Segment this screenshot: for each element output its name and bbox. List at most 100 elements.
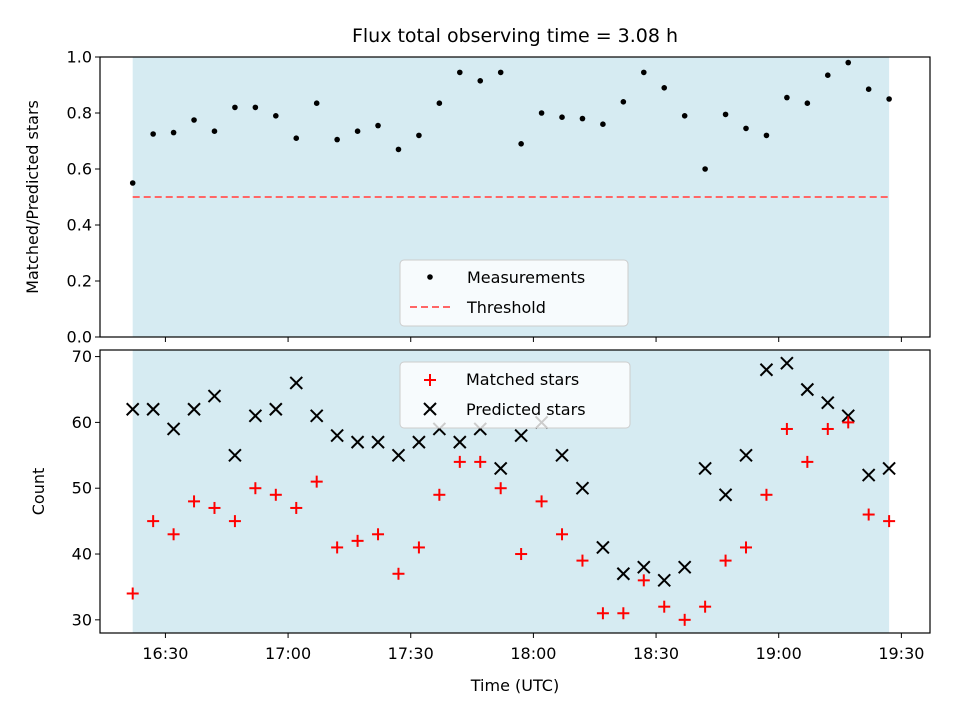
- measurement-point: [845, 59, 852, 66]
- predicted-star-point: [371, 435, 385, 449]
- legend-matched-marker: [424, 374, 436, 386]
- predicted-star-point: [228, 448, 242, 463]
- measurement-point: [824, 72, 831, 78]
- measurement-point: [661, 85, 668, 91]
- matched-star-point: [556, 528, 569, 541]
- measurement-point: [477, 78, 484, 84]
- predicted-star-point: [126, 402, 140, 416]
- y-tick-label: 0.8: [67, 104, 92, 123]
- matched-star-point: [269, 488, 282, 501]
- measurement-point: [375, 122, 381, 129]
- predicted-star-point: [207, 389, 222, 403]
- legend-matched-label: Matched stars: [466, 370, 579, 389]
- measurement-point: [538, 110, 545, 116]
- predicted-star-point: [575, 481, 590, 495]
- matched-star-point: [494, 482, 507, 495]
- predicted-star-point: [289, 376, 303, 390]
- measurement-point: [784, 94, 790, 101]
- y-tick-label: 1.0: [67, 48, 92, 67]
- matched-star-point: [167, 528, 180, 541]
- y-tick-label: 70: [72, 347, 92, 366]
- bottom-x-ticks: 16:30 17:00 17:30 18:00 18:30 19:00 19:30: [142, 633, 924, 663]
- measurement-point: [334, 136, 340, 143]
- matched-star-point: [842, 416, 855, 429]
- bottom-legend: Matched stars Predicted stars: [399, 361, 631, 429]
- top-legend: Measurements Threshold: [399, 259, 629, 327]
- matched-star-point: [126, 587, 139, 600]
- y-tick-label: 0.6: [67, 160, 92, 179]
- measurement-point: [354, 128, 361, 134]
- predicted-star-point: [330, 428, 344, 443]
- matched-star-point: [453, 455, 466, 468]
- measurement-point: [313, 100, 320, 106]
- matched-star-point: [637, 574, 650, 587]
- measurement-point: [518, 141, 524, 147]
- measurement-point: [395, 146, 402, 153]
- matched-star-point: [392, 567, 405, 580]
- measurement-point: [129, 180, 136, 186]
- predicted-star-point: [269, 402, 283, 416]
- chart-title: Flux total observing time = 3.08 h: [352, 25, 678, 47]
- matched-star-point: [310, 475, 323, 488]
- matched-star-point: [515, 548, 528, 561]
- predicted-star-point: [677, 560, 692, 574]
- matched-star-point: [678, 613, 691, 626]
- matched-star-point: [658, 600, 671, 613]
- x-tick-label: 17:00: [265, 644, 311, 663]
- measurement-point: [620, 99, 627, 105]
- top-axes-frame: [99, 56, 931, 338]
- predicted-star-point: [391, 448, 406, 463]
- bottom-panel: 30 40 50 60 70 16:30 17:00 17:30 18:00 18:30 19:0…: [29, 347, 931, 695]
- predicted-star-point: [248, 409, 263, 423]
- matched-star-point: [249, 482, 262, 495]
- top-legend-box: [399, 259, 629, 327]
- y-tick-label: 40: [72, 545, 92, 564]
- predicted-star-point: [596, 540, 610, 555]
- measurement-point: [497, 69, 504, 76]
- top-y-ticks: 0.0 0.2 0.4 0.6 0.8 1.0: [67, 48, 100, 347]
- predicted-star-point: [493, 461, 508, 476]
- top-panel: 0.0 0.2 0.4 0.6 0.8 1.0 Matched/Predicted sta…: [23, 48, 931, 347]
- measurement-point: [436, 100, 443, 106]
- measurement-point: [804, 100, 811, 106]
- measurement-point: [600, 121, 606, 127]
- measurement-point: [150, 131, 156, 137]
- measurement-point: [886, 96, 892, 102]
- x-tick-label: 18:00: [510, 644, 556, 663]
- predicted-star-point: [780, 356, 794, 370]
- predicted-star-point: [616, 567, 631, 581]
- matched-star-point: [576, 554, 589, 567]
- y-tick-label: 0.4: [67, 216, 92, 235]
- bottom-y-ticks: 30 40 50 60 70: [72, 347, 100, 629]
- measurement-point: [702, 166, 708, 172]
- matched-star-point: [780, 422, 793, 435]
- y-tick-label: 0.2: [67, 272, 92, 291]
- x-tick-label: 19:30: [878, 644, 924, 663]
- matched-star-point: [351, 534, 364, 547]
- predicted-star-point: [637, 560, 651, 574]
- y-tick-label: 30: [72, 610, 92, 629]
- matched-star-point: [821, 422, 834, 435]
- bottom-y-axis-label: Count: [29, 468, 48, 516]
- bottom-axes-frame: [99, 349, 931, 634]
- legend-measurements-marker: [427, 274, 433, 280]
- measurement-point: [865, 86, 872, 92]
- predicted-star-point: [718, 488, 733, 502]
- measurement-point: [416, 132, 422, 139]
- count-points: [126, 356, 896, 626]
- predicted-star-point: [187, 402, 201, 416]
- predicted-star-point: [821, 395, 835, 410]
- matched-star-point: [760, 488, 773, 501]
- matched-star-point: [147, 515, 160, 528]
- x-tick-label: 17:30: [388, 644, 434, 663]
- x-tick-label: 16:30: [142, 644, 188, 663]
- x-tick-label: 19:00: [756, 644, 802, 663]
- matched-star-point: [433, 488, 446, 501]
- matched-star-point: [412, 541, 425, 554]
- predicted-star-point: [657, 573, 671, 588]
- y-tick-label: 50: [72, 479, 92, 498]
- x-tick-label: 18:30: [633, 644, 679, 663]
- matched-star-point: [740, 541, 753, 554]
- measurement-point: [743, 125, 749, 132]
